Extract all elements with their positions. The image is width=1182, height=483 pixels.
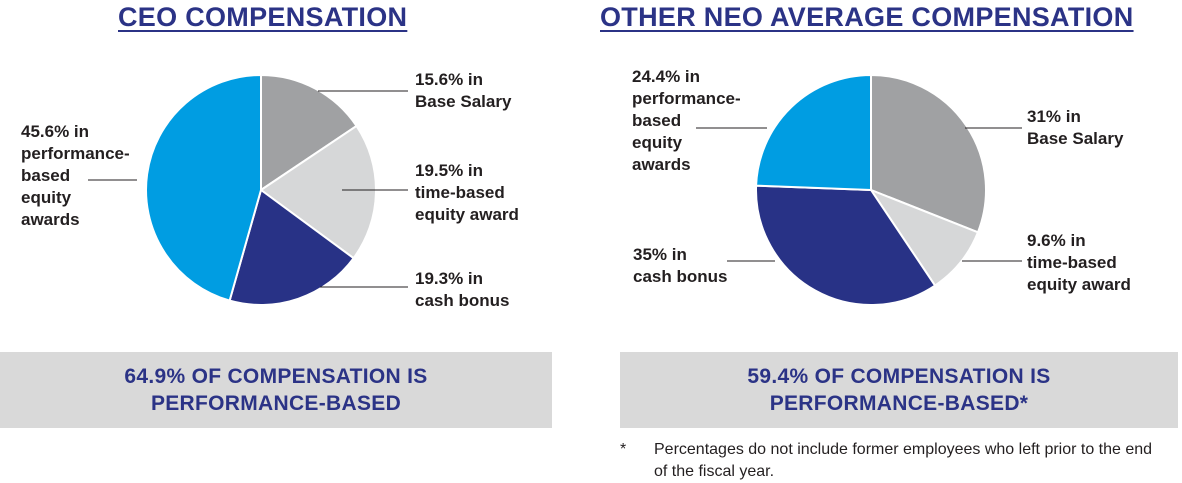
ceo-compensation-chart: CEO COMPENSATION 15.6% in Base Salary 19… (0, 0, 560, 482)
neo-compensation-chart: OTHER NEO AVERAGE COMPENSATION 31% in Ba… (590, 0, 1182, 482)
pie-slice-cash-bonus (755, 184, 937, 306)
summary-text: 59.4% OF COMPENSATION IS PERFORMANCE-BAS… (747, 365, 1051, 415)
summary-box: 59.4% OF COMPENSATION IS PERFORMANCE-BAS… (620, 352, 1178, 428)
slice-label-cash-bonus: 19.3% in cash bonus (415, 269, 510, 310)
slice-label-base-salary: 31% in Base Salary (1027, 107, 1124, 148)
footnote-mark: * (620, 441, 627, 458)
pie-slice-cash-bonus (228, 188, 356, 306)
slice-label-cash-bonus: 35% in cash bonus (633, 245, 728, 286)
pie-slice-performance-based-equity-awards (755, 73, 872, 192)
pie-slice-base-salary (260, 73, 358, 192)
slice-label-performance-based: 24.4% in performance- based equity award… (632, 67, 741, 174)
pie-chart (696, 73, 1022, 306)
slice-label-time-based: 9.6% in time-based equity award (1027, 231, 1131, 294)
chart-title: CEO COMPENSATION (118, 2, 408, 32)
summary-text: 64.9% OF COMPENSATION IS PERFORMANCE-BAS… (124, 365, 428, 415)
pie-slice-time-based-equity-award (259, 124, 377, 260)
pie-slice-performance-based-equity-awards (145, 73, 262, 302)
pie-slice-base-salary (870, 73, 987, 234)
slice-label-base-salary: 15.6% in Base Salary (415, 70, 512, 111)
summary-box: 64.9% OF COMPENSATION IS PERFORMANCE-BAS… (0, 352, 552, 428)
footnote-text: Percentages do not include former employ… (654, 441, 1153, 480)
slice-label-time-based: 19.5% in time-based equity award (415, 161, 519, 224)
pie-chart (88, 73, 408, 306)
chart-title: OTHER NEO AVERAGE COMPENSATION (600, 2, 1134, 32)
slice-label-performance-based: 45.6% in performance- based equity award… (21, 122, 130, 229)
